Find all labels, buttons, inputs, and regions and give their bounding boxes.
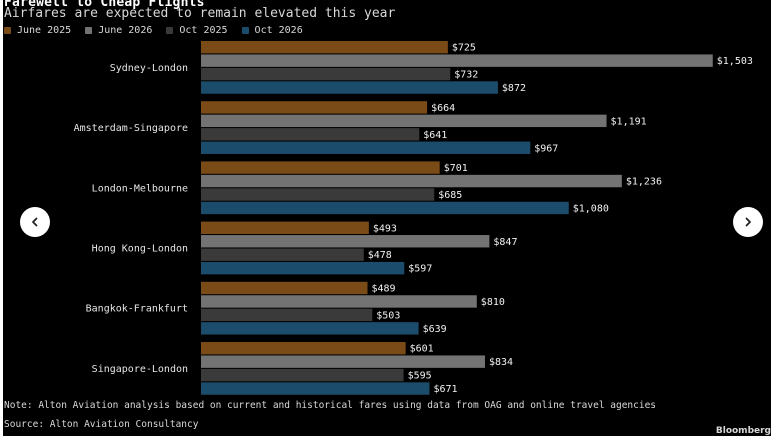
category-label: Amsterdam-Singapore [74,123,188,134]
bar-group: Hong Kong-London $493 $847 $478 $597 [92,221,517,275]
data-label: $685 [438,190,462,201]
bar-group: Singapore-London $601 $834 $595$671 [92,342,513,395]
data-label: $834 [489,357,513,368]
bar [201,221,369,234]
data-label: $601 [410,344,434,355]
bar [201,201,569,215]
data-label: $725 [452,43,476,54]
data-label: $639 [423,324,447,335]
data-label: $732 [454,70,478,81]
legend-swatch [166,26,174,34]
data-label: $872 [502,83,526,94]
data-label: $847 [493,237,517,248]
brand-logo: Bloomberg [715,426,771,436]
legend-item-june-2026: June 2026 [85,25,152,36]
chart-title: Farewell to Cheap Flights [4,0,205,10]
data-label: $967 [534,143,558,154]
bar [201,174,622,188]
bar [201,261,405,275]
bar [201,188,435,201]
bar-group: Sydney-London $725 $1,503 $732 $872 [110,41,753,94]
bar-group: London-Melbourne $701 $1,236 $685 $1,080 [92,161,662,214]
bar [201,308,373,322]
data-label: $1,503 [717,56,753,67]
data-label: $489 [372,284,396,295]
legend: June 2025 June 2026 Oct 2025 Oct 2026 [4,23,317,37]
category-label: Singapore-London [92,364,188,375]
next-slide-button[interactable] [733,207,763,237]
bar [201,114,607,128]
bar [201,54,713,67]
data-label: $478 [368,250,392,261]
category-label: Hong Kong-London [92,244,188,255]
legend-label: June 2025 [17,24,72,36]
bar [201,248,364,261]
data-label: $595 [408,371,432,382]
legend-swatch [4,26,11,34]
bar [201,342,406,355]
bar-group: Bangkok-Frankfurt $489 $810 $503 $639 [86,281,505,335]
data-label: $701 [444,163,468,174]
chevron-right-icon [742,216,754,228]
legend-label: Oct 2026 [254,24,303,36]
legend-item-oct-2025: Oct 2025 [166,24,228,36]
category-label: London-Melbourne [92,183,188,194]
legend-label: Oct 2025 [179,24,228,36]
bar [201,101,428,114]
category-label: Sydney-London [110,63,188,74]
bar-group: Amsterdam-Singapore $664 $1,191 $641 $967 [74,101,647,154]
bar [201,161,440,174]
bar [201,368,404,382]
previous-slide-button[interactable] [20,207,50,237]
data-label: $664 [431,103,455,114]
legend-item-june-2025: June 2025 [4,25,71,36]
bar [201,295,477,308]
bar [201,382,430,395]
bar-chart: Sydney-London $725 $1,503 $732 $872 Amsterdam… [74,41,753,395]
data-label: $1,236 [626,177,662,188]
legend-swatch [85,26,93,34]
legend-swatch [241,26,249,34]
data-label: $1,191 [611,116,647,127]
bar [201,41,448,54]
legend-label: June 2026 [98,24,153,36]
bar [201,235,490,248]
data-label: $1,080 [573,203,609,214]
data-label: $671 [433,384,457,395]
data-label: $597 [408,264,432,275]
category-label: Bangkok-Frankfurt [86,304,188,315]
bar [201,128,420,141]
bar [201,281,368,295]
chart-source: Source: Alton Aviation Consultancy [4,419,199,430]
chart-subtitle: Airfares are expected to remain elevated… [4,6,396,21]
data-label: $641 [423,130,447,141]
chevron-left-icon [29,216,41,228]
bar [201,141,531,154]
chart-note: Note: Alton Aviation analysis based on c… [4,400,657,411]
bar [201,355,485,368]
data-label: $503 [376,310,400,321]
legend-item-oct-2026: Oct 2026 [241,24,303,36]
bar [201,322,419,335]
data-label: $493 [373,223,397,234]
data-label: $810 [481,297,505,308]
chart-panel: Farewell to Cheap Flights Airfares are e… [3,0,771,436]
bar [201,81,498,94]
bar [201,67,451,81]
